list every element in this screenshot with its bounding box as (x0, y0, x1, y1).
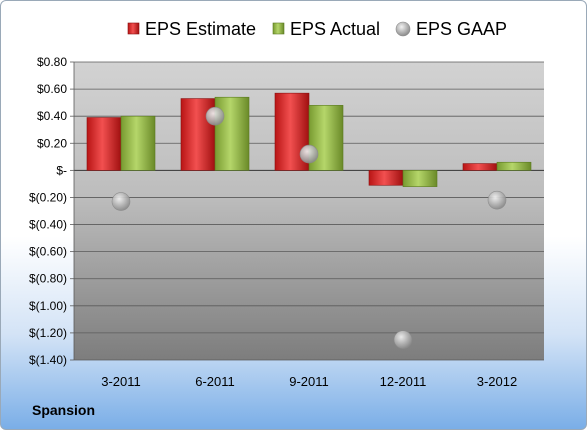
bars (86, 92, 532, 187)
legend-swatch-estimate (127, 22, 140, 35)
y-tick-label: $(1.20) (29, 326, 67, 340)
gaap-points (111, 106, 507, 349)
y-tick-label: $(0.60) (29, 245, 67, 259)
y-axis: $0.80 $0.60 $0.40 $0.20 $- $(0.20) $(0.40) $(0.… (29, 55, 75, 367)
legend-swatch-actual (272, 22, 285, 35)
y-tick-label: $0.20 (37, 136, 67, 150)
company-name: Spansion (32, 402, 96, 418)
legend: EPS Estimate EPS Actual EPS GAAP (127, 19, 507, 39)
estimate-bar (86, 117, 122, 171)
x-tick-label: 3-2012 (477, 374, 517, 389)
actual-bar (402, 170, 438, 187)
legend-swatch-gaap (395, 21, 411, 37)
gaap-point (205, 106, 225, 126)
legend-item-eps-actual: EPS Actual (272, 19, 380, 39)
y-tick-label: $(0.40) (29, 218, 67, 232)
y-tick-label: $(1.00) (29, 299, 67, 313)
estimate-bar (462, 163, 498, 171)
legend-label-estimate: EPS Estimate (145, 19, 256, 39)
gridlines (74, 61, 544, 361)
gaap-point (111, 192, 131, 211)
x-tick-label: 12-2011 (380, 374, 427, 389)
legend-item-eps-gaap: EPS GAAP (395, 19, 507, 39)
y-tick-label: $(0.80) (29, 272, 67, 286)
x-tick-label: 6-2011 (195, 374, 235, 389)
x-axis: 3-2011 6-2011 9-2011 12-2011 3-2012 (101, 374, 517, 389)
legend-label-gaap: EPS GAAP (416, 19, 507, 39)
gaap-point (487, 190, 507, 210)
actual-bar (120, 115, 156, 171)
actual-bar (496, 161, 532, 171)
estimate-bar (368, 170, 404, 186)
y-tick-label: $0.40 (37, 109, 67, 123)
legend-label-actual: EPS Actual (290, 19, 380, 39)
y-tick-label: $- (56, 163, 67, 177)
y-tick-label: $0.80 (37, 55, 67, 69)
y-tick-label: $0.60 (37, 82, 67, 96)
legend-item-eps-estimate: EPS Estimate (127, 19, 256, 39)
y-tick-label: $(0.20) (29, 190, 67, 204)
y-tick-label: $(1.40) (29, 353, 67, 367)
actual-bar (214, 96, 250, 171)
gaap-point (299, 144, 319, 164)
x-tick-label: 3-2011 (101, 374, 141, 389)
gaap-point (393, 330, 413, 349)
x-tick-label: 9-2011 (289, 374, 329, 389)
